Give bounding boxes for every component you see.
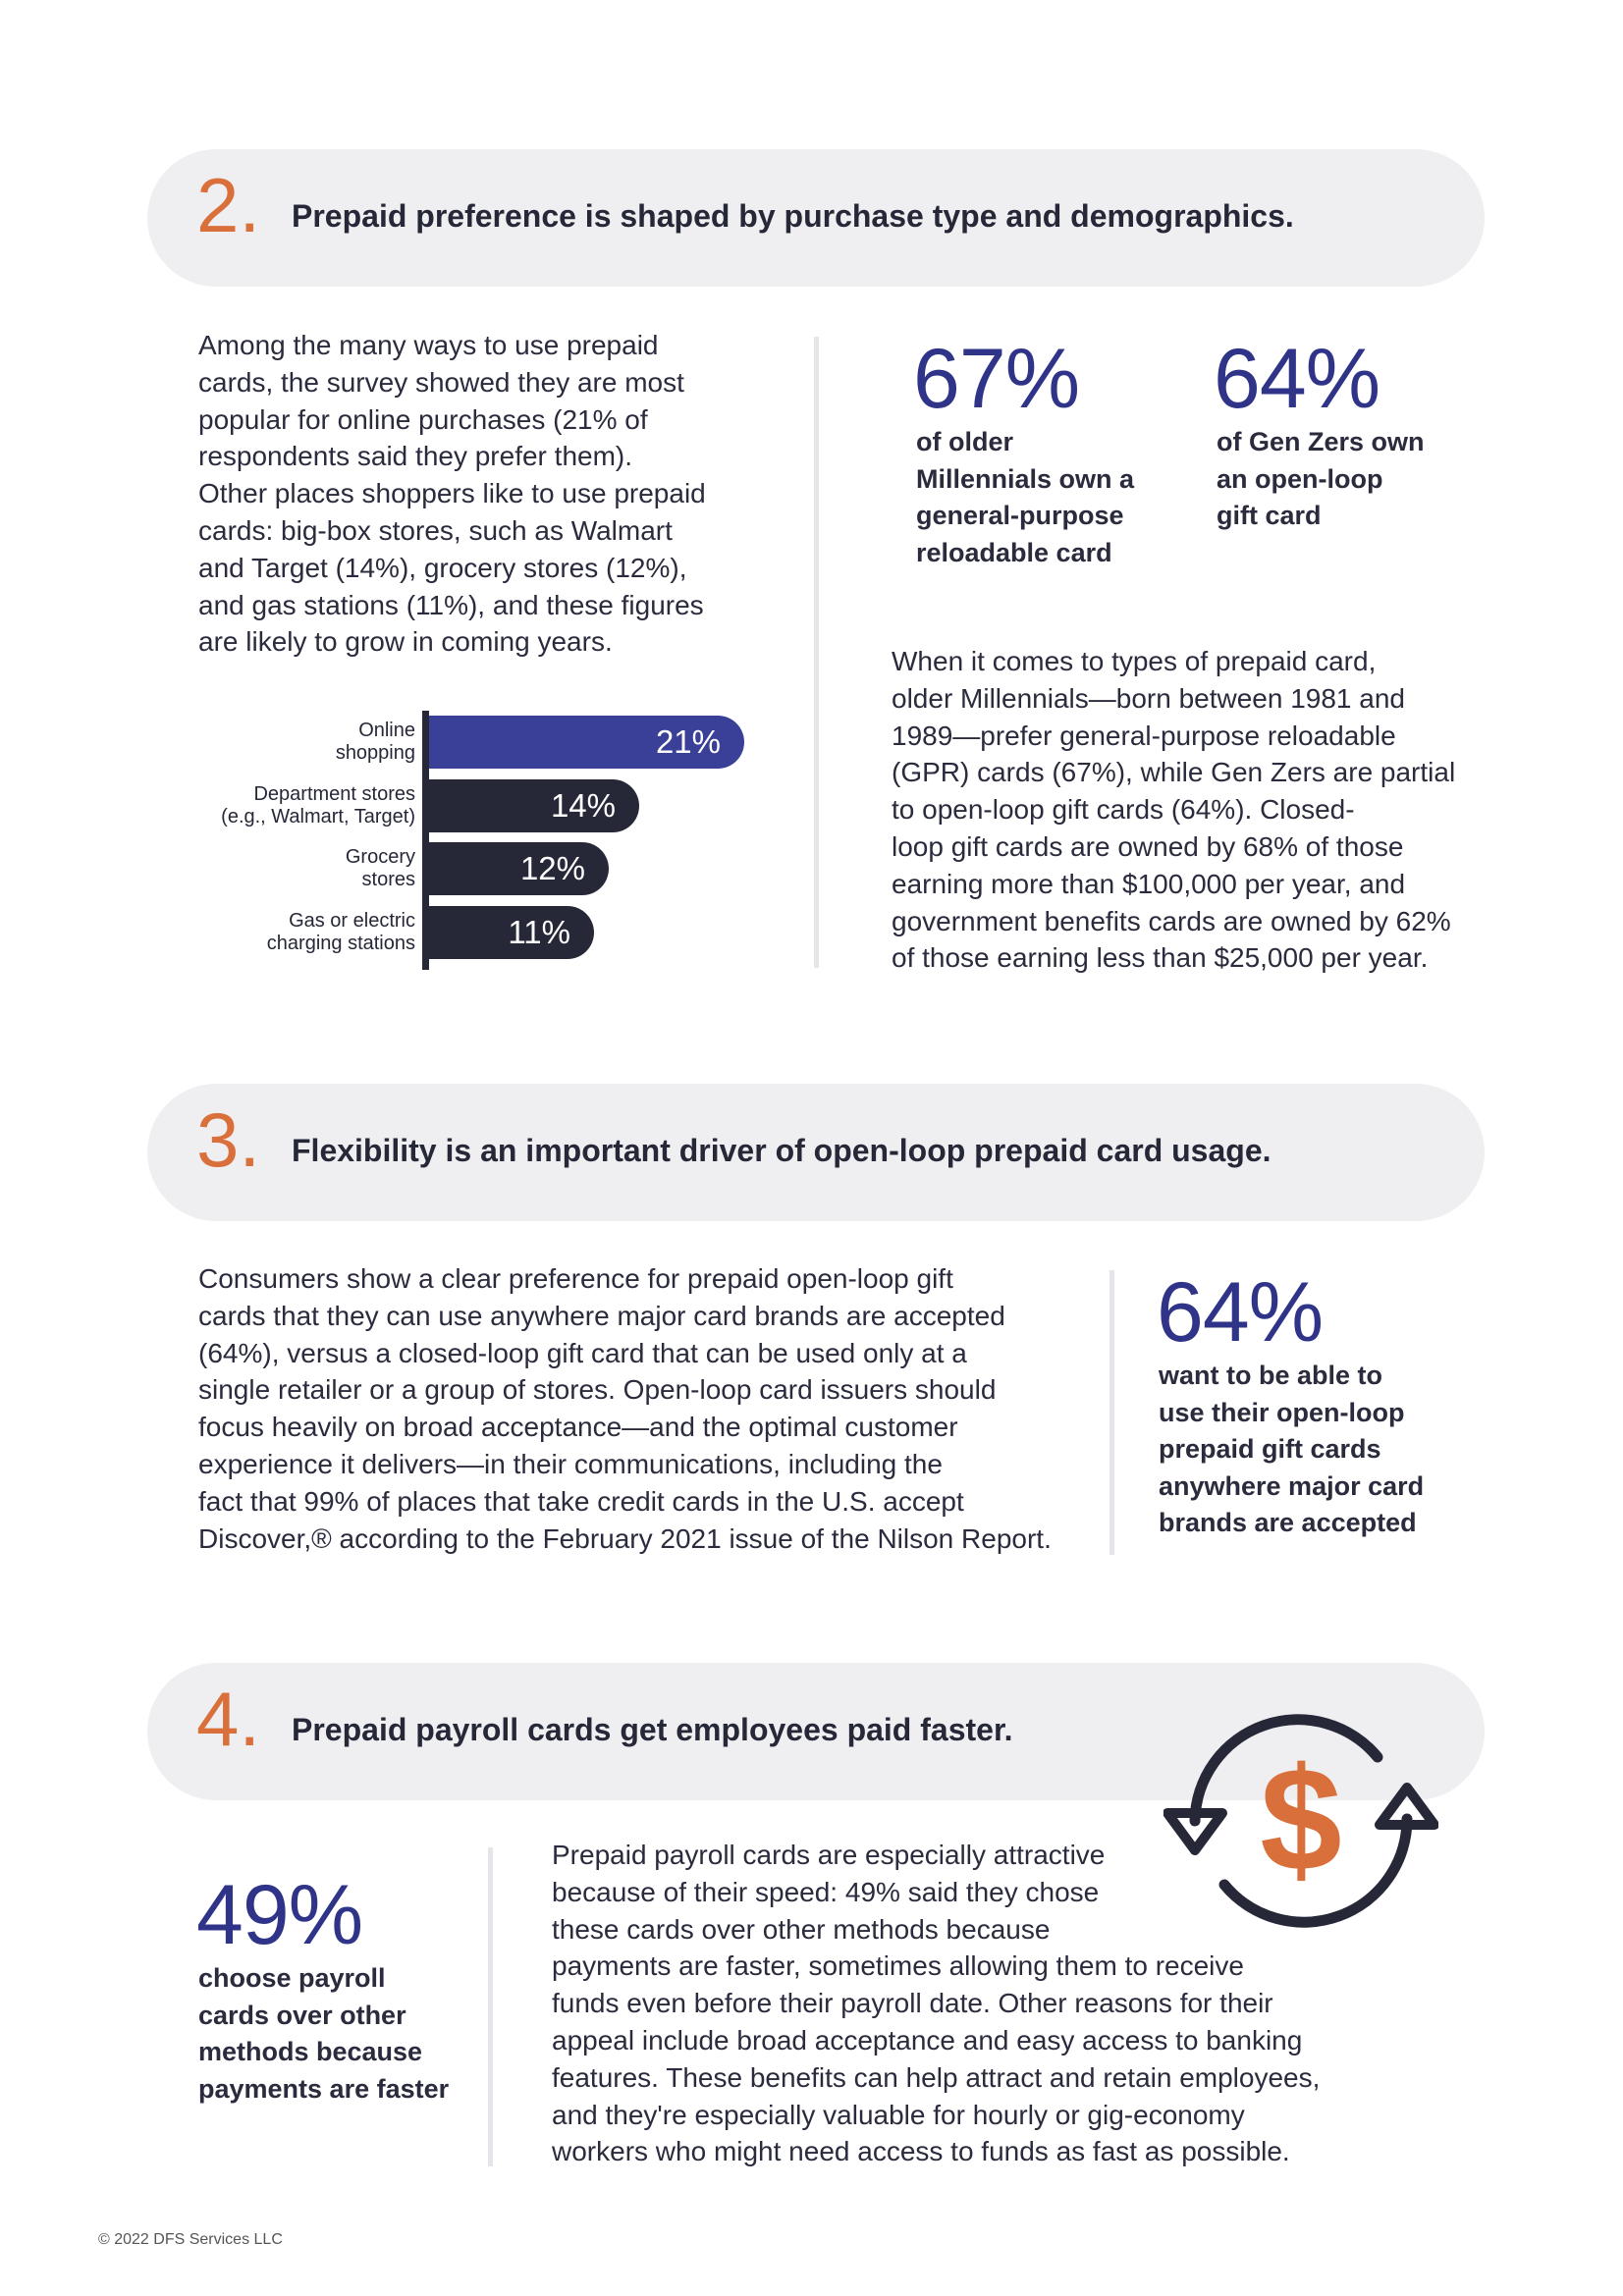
section-4-body-line: payments are faster, sometimes allowing … (552, 1950, 1244, 1982)
section-3-body-line: Consumers show a clear preference for pr… (198, 1263, 953, 1294)
chart-category-label-line: Grocery (345, 846, 415, 868)
section-2-body-line: cards: big-box stores, such as Walmart (198, 514, 673, 546)
chart-bar: 12% (429, 842, 609, 895)
copyright-footer: © 2022 DFS Services LLC (98, 2231, 283, 2248)
stat-payroll-text: choose payroll cards over other methods … (198, 1960, 493, 2108)
dollar-cycle-icon-graphic: $ (1163, 1714, 1439, 1928)
section-2-body-line: and Target (14%), grocery stores (12%), (198, 552, 687, 583)
section-3-body: Consumers show a clear preference for pr… (198, 1260, 1082, 1557)
stat-line: of older (916, 427, 1013, 456)
section-3-body-line: experience it delivers—in their communic… (198, 1448, 943, 1479)
section-2-body-line: cards, the survey showed they are most (198, 366, 684, 398)
section-3-body-line: fact that 99% of places that take credit… (198, 1485, 964, 1517)
stat-older-millennials-text: of older Millennials own a general-purpo… (916, 424, 1171, 571)
stat-line: brands are accepted (1159, 1508, 1417, 1538)
stat-line: use their open-loop (1159, 1397, 1405, 1427)
section-3-divider (1109, 1270, 1114, 1555)
section-4-body-line: features. These benefits can help attrac… (552, 2061, 1321, 2093)
stat-open-loop-value: 64% (1157, 1265, 1324, 1360)
section-2-title: Prepaid preference is shaped by purchase… (292, 198, 1294, 234)
stat-line: of Gen Zers own (1217, 427, 1425, 456)
stat-gen-z-text: of Gen Zers own an open-loop gift card (1217, 424, 1472, 535)
stat-line: anywhere major card (1159, 1470, 1425, 1501)
section-4-divider (488, 1847, 493, 2166)
section-2-banner: 2. Prepaid preference is shaped by purch… (147, 149, 1485, 287)
chart-category-label-line: shopping (335, 742, 415, 764)
section-2-body-line: Other places shoppers like to use prepai… (198, 478, 706, 509)
section-2-right-line: 1989—prefer general-purpose reloadable (892, 720, 1396, 751)
section-2-right-body: When it comes to types of prepaid card, … (892, 643, 1481, 977)
section-3-body-line: single retailer or a group of stores. Op… (198, 1374, 997, 1406)
section-2-body-line: Among the many ways to use prepaid (198, 330, 659, 360)
section-2-right-line: government benefits cards are owned by 6… (892, 905, 1451, 936)
section-4-body-line: funds even before their payroll date. Ot… (552, 1988, 1273, 2019)
section-2-number: 2. (196, 162, 261, 248)
chart-bar: 14% (429, 778, 639, 832)
stat-line: payments are faster (198, 2073, 450, 2104)
section-2-right-line: to open-loop gift cards (64%). Closed- (892, 794, 1355, 826)
section-2-right-line: earning more than $100,000 per year, and (892, 868, 1406, 899)
chart-category-label: Grocery stores (160, 846, 415, 891)
section-3-title: Flexibility is an important driver of op… (292, 1133, 1271, 1168)
chart-category-label: Department stores (e.g., Walmart, Target) (160, 783, 415, 828)
stat-line: methods because (198, 2037, 423, 2067)
stat-line: want to be able to (1159, 1361, 1383, 1390)
chart-bar: 21% (429, 716, 744, 769)
section-4-body-line: Prepaid payroll cards are especially att… (552, 1840, 1106, 1870)
chart-category-label-line: (e.g., Walmart, Target) (221, 805, 415, 828)
section-2-right-line: older Millennials—born between 1981 and (892, 682, 1406, 714)
section-2-body: Among the many ways to use prepaid cards… (198, 327, 748, 661)
section-3-body-line: focus heavily on broad acceptance—and th… (198, 1412, 958, 1443)
section-2-body-line: are likely to grow in coming years. (198, 626, 613, 658)
chart-bar: 11% (429, 905, 594, 959)
section-3-body-line: cards that they can use anywhere major c… (198, 1300, 1005, 1331)
chart-category-label-line: charging stations (266, 932, 415, 954)
section-2-right-line: When it comes to types of prepaid card, (892, 646, 1377, 676)
section-2-body-line: and gas stations (11%), and these figure… (198, 589, 704, 620)
stat-line: cards over other (198, 2000, 406, 2030)
section-4-title: Prepaid payroll cards get employees paid… (292, 1712, 1013, 1747)
stat-line: choose payroll (198, 1963, 386, 1993)
section-2-divider (814, 337, 819, 968)
stat-line: reloadable card (916, 537, 1112, 567)
section-4-body-line: appeal include broad acceptance and easy… (552, 2024, 1303, 2056)
section-2-body-line: popular for online purchases (21% of (198, 403, 648, 435)
section-3-number: 3. (196, 1096, 261, 1183)
section-2-right-line: of those earning less than $25,000 per y… (892, 942, 1429, 974)
chart-category-label-line: Gas or electric (289, 909, 415, 932)
chart-category-label: Online shopping (160, 720, 415, 765)
section-2-right-line: (GPR) cards (67%), while Gen Zers are pa… (892, 757, 1456, 788)
section-4-body-line: workers who might need access to funds a… (552, 2136, 1290, 2167)
section-3-body-line: (64%), versus a closed-loop gift card th… (198, 1337, 967, 1368)
section-3-banner: 3. Flexibility is an important driver of… (147, 1084, 1485, 1221)
stat-open-loop-text: want to be able to use their open-loop p… (1159, 1358, 1473, 1542)
section-4-body: Prepaid payroll cards are especially att… (552, 1837, 1435, 2170)
stat-line: gift card (1217, 501, 1322, 531)
dollar-glyph: $ (1260, 1736, 1341, 1901)
chart-category-label: Gas or electric charging stations (160, 910, 415, 955)
stat-line: an open-loop (1217, 463, 1383, 494)
section-4-body-line: and they're especially valuable for hour… (552, 2099, 1245, 2130)
stat-line: prepaid gift cards (1159, 1434, 1381, 1465)
stat-payroll-value: 49% (196, 1868, 363, 1962)
chart-category-label-line: stores (361, 869, 415, 890)
section-2-body-line: respondents said they prefer them). (198, 441, 633, 472)
stat-line: general-purpose (916, 501, 1124, 531)
dollar-cycle-icon: $ (1163, 1703, 1439, 1939)
section-4-number: 4. (196, 1676, 261, 1762)
section-3-body-line: Discover,® according to the February 202… (198, 1522, 1052, 1554)
chart-category-label-line: Online (358, 720, 415, 741)
stat-gen-z-value: 64% (1214, 332, 1380, 426)
section-4-body-line: these cards over other methods because (552, 1913, 1051, 1945)
stat-line: Millennials own a (916, 463, 1135, 494)
chart-axis-line (422, 711, 429, 970)
chart-category-label-line: Department stores (253, 782, 415, 805)
section-4-body-line: because of their speed: 49% said they ch… (552, 1876, 1100, 1907)
stat-older-millennials-value: 67% (913, 332, 1080, 426)
section-2-right-line: loop gift cards are owned by 68% of thos… (892, 830, 1404, 862)
